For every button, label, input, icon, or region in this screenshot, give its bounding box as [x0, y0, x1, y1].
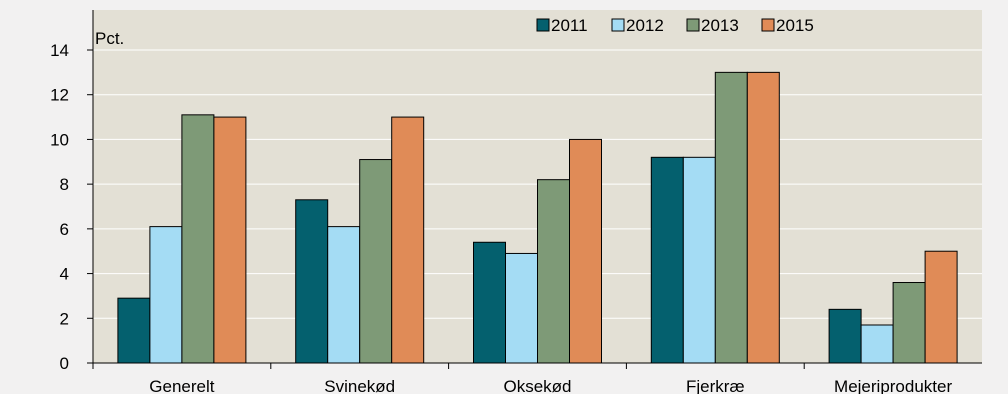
y-tick-label: 14 [50, 41, 69, 60]
y-tick-label: 0 [60, 354, 69, 373]
bar-2013-mejeriprodukter [892, 282, 926, 364]
unit-label: Pct. [95, 29, 124, 48]
bar-2011-mejeriprodukter [828, 308, 862, 364]
bar-2011-svinekød [295, 199, 329, 364]
bar-2015-generelt [213, 116, 247, 364]
y-tick-label: 4 [60, 265, 69, 284]
legend-label-2015: 2015 [776, 16, 814, 35]
legend-swatch-2013 [686, 18, 700, 32]
bar-2012-svinekød [327, 226, 361, 364]
bar-2013-fjerkræ [714, 71, 748, 364]
legend-swatch-2015 [761, 18, 775, 32]
bar-2012-mejeriprodukter [860, 324, 894, 364]
bar-2013-generelt [181, 114, 215, 364]
legend-label-2012: 2012 [626, 16, 664, 35]
category-label-4: Mejeriprodukter [834, 377, 952, 394]
y-tick-label: 8 [60, 175, 69, 194]
legend-label-2013: 2013 [701, 16, 739, 35]
bar-2011-generelt [117, 297, 151, 364]
category-label-0: Generelt [149, 377, 214, 394]
y-tick-label: 2 [60, 309, 69, 328]
bar-2015-fjerkræ [746, 71, 780, 364]
category-label-3: Fjerkræ [686, 377, 745, 394]
y-tick-label: 10 [50, 130, 69, 149]
category-label-2: Oksekød [503, 377, 571, 394]
legend: 2011 2012 2013 2015 [536, 16, 814, 35]
bar-2011-fjerkræ [650, 156, 684, 364]
bar-2012-fjerkræ [682, 156, 716, 364]
category-label-1: Svinekød [324, 377, 395, 394]
bar-2011-oksekød [473, 241, 506, 364]
legend-swatch-2012 [611, 18, 625, 32]
legend-swatch-2011 [536, 18, 550, 32]
bar-2012-oksekød [505, 252, 538, 364]
bar-2015-oksekød [569, 138, 602, 364]
y-tick-label: 6 [60, 220, 69, 239]
bar-2015-svinekød [391, 116, 425, 364]
bar-2013-svinekød [359, 159, 393, 364]
bar-2013-oksekød [537, 179, 570, 364]
legend-label-2011: 2011 [551, 16, 588, 35]
y-tick-label: 12 [50, 86, 69, 105]
category-labels: Generelt Svinekød Oksekød Fjerkræ Mejeriprod… [149, 377, 952, 394]
bar-2015-mejeriprodukter [924, 250, 958, 364]
axes [87, 10, 982, 369]
bar-2012-generelt [149, 226, 183, 364]
y-tick-labels: 0 2 4 6 8 10 12 14 [50, 41, 69, 373]
